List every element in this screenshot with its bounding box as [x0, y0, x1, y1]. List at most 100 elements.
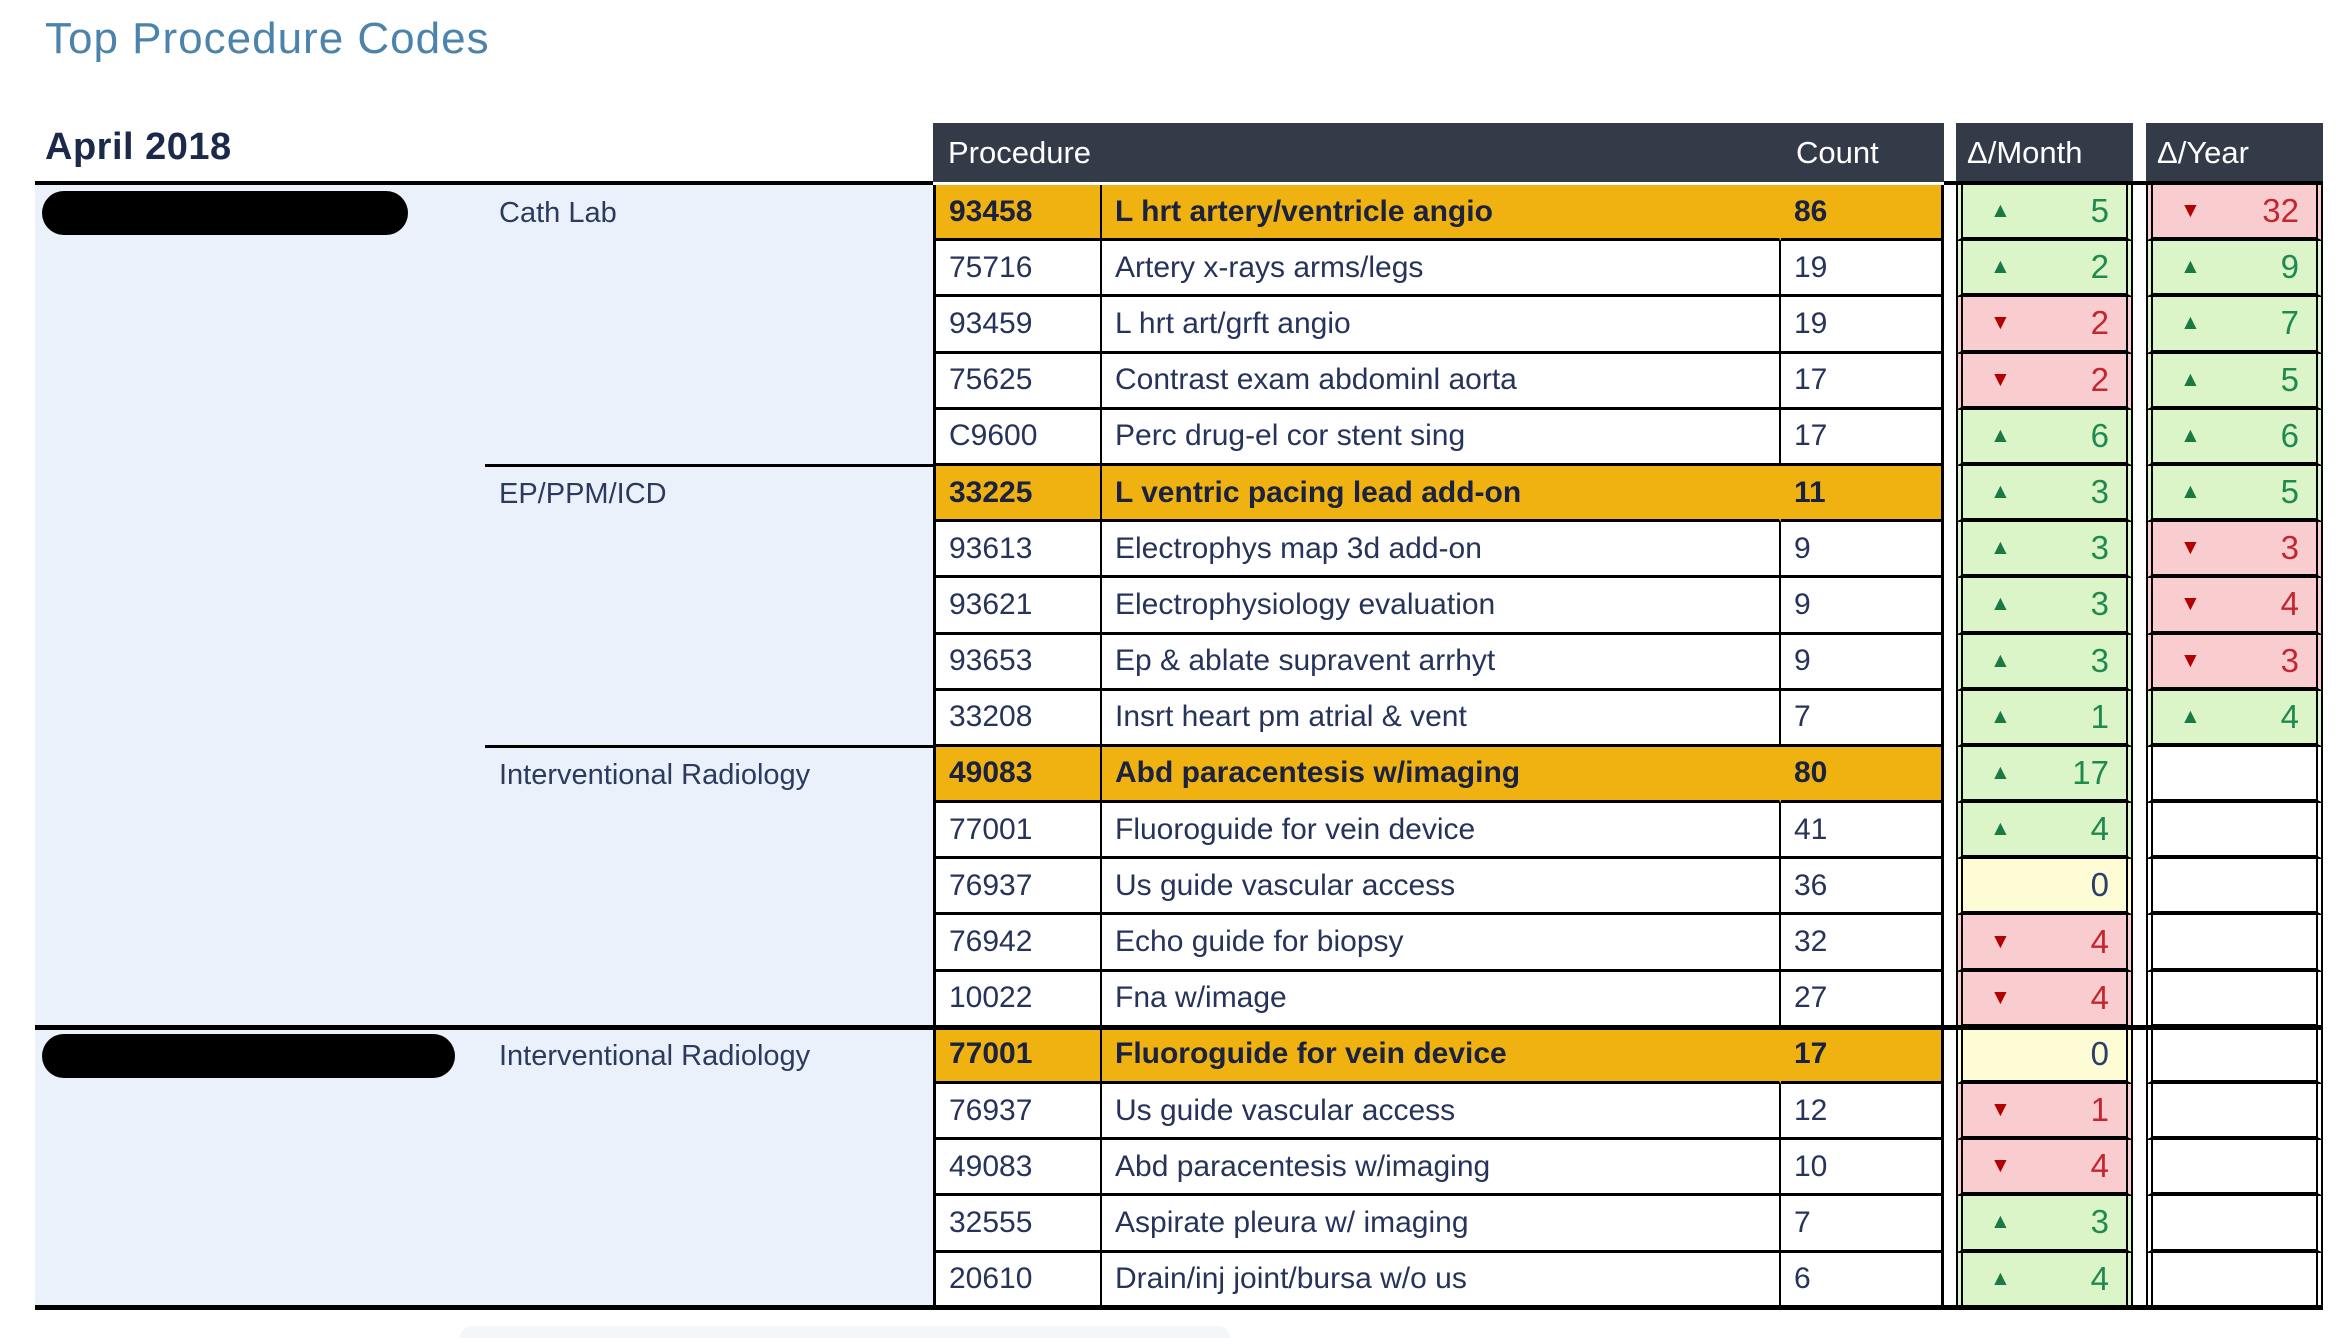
cell-procedure-code[interactable]: 93613: [933, 522, 1102, 579]
cell-count[interactable]: 10: [1781, 1140, 1944, 1197]
cell-count[interactable]: 9: [1781, 522, 1944, 579]
cell-procedure-code[interactable]: 20610: [933, 1252, 1102, 1309]
cell-procedure-description[interactable]: L ventric pacing lead add-on: [1102, 465, 1781, 523]
cell-procedure-description[interactable]: Contrast exam abdominl aorta: [1102, 353, 1781, 410]
cell-procedure-code[interactable]: 49083: [933, 1140, 1102, 1197]
cell-procedure-description[interactable]: Fluoroguide for vein device: [1102, 803, 1781, 860]
delta-year-cell[interactable]: ▼ 32: [2146, 185, 2323, 242]
cell-procedure-description[interactable]: Fluoroguide for vein device: [1102, 1027, 1781, 1084]
cell-count[interactable]: 7: [1781, 690, 1944, 747]
cell-count[interactable]: 6: [1781, 1252, 1944, 1309]
cell-procedure-description[interactable]: Perc drug-el cor stent sing: [1102, 409, 1781, 466]
cell-count[interactable]: 17: [1781, 1027, 1944, 1084]
cell-procedure-description[interactable]: Abd paracentesis w/imaging: [1102, 746, 1781, 804]
cell-procedure-code[interactable]: 77001: [933, 803, 1102, 860]
cell-procedure-description[interactable]: Aspirate pleura w/ imaging: [1102, 1196, 1781, 1253]
delta-year-cell[interactable]: [2146, 746, 2323, 804]
cell-procedure-code[interactable]: 33208: [933, 690, 1102, 747]
cell-procedure-description[interactable]: L hrt art/grft angio: [1102, 297, 1781, 354]
delta-month-cell[interactable]: ▲ 3: [1956, 1196, 2133, 1253]
cell-count[interactable]: 80: [1781, 746, 1944, 804]
delta-month-cell[interactable]: ▲ 17: [1956, 746, 2133, 804]
delta-month-cell[interactable]: ▲ 5: [1956, 185, 2133, 242]
delta-year-cell[interactable]: [2146, 971, 2323, 1028]
cell-procedure-description[interactable]: L hrt artery/ventricle angio: [1102, 185, 1781, 242]
cell-procedure-code[interactable]: 76937: [933, 859, 1102, 916]
cell-procedure-code[interactable]: 76942: [933, 915, 1102, 972]
cell-procedure-code[interactable]: 10022: [933, 971, 1102, 1028]
cell-procedure-code[interactable]: 75625: [933, 353, 1102, 410]
cell-count[interactable]: 17: [1781, 409, 1944, 466]
cell-count[interactable]: 41: [1781, 803, 1944, 860]
delta-month-cell[interactable]: ▲ 3: [1956, 465, 2133, 523]
cell-count[interactable]: 9: [1781, 634, 1944, 691]
cell-procedure-description[interactable]: Abd paracentesis w/imaging: [1102, 1140, 1781, 1197]
delta-year-cell[interactable]: ▲ 5: [2146, 465, 2323, 523]
facility-redaction-bar[interactable]: [42, 1034, 455, 1078]
facility-redaction-bar[interactable]: [42, 191, 408, 235]
category-label[interactable]: Interventional Radiology: [499, 1040, 811, 1072]
cell-procedure-code[interactable]: 76937: [933, 1084, 1102, 1141]
category-label[interactable]: EP/PPM/ICD: [499, 478, 667, 510]
cell-count[interactable]: 27: [1781, 971, 1944, 1028]
cell-count[interactable]: 9: [1781, 578, 1944, 635]
cell-count[interactable]: 32: [1781, 915, 1944, 972]
cell-procedure-description[interactable]: Artery x-rays arms/legs: [1102, 241, 1781, 298]
cell-procedure-description[interactable]: Us guide vascular access: [1102, 1084, 1781, 1141]
delta-month-cell[interactable]: ▲ 6: [1956, 409, 2133, 466]
delta-month-cell[interactable]: ▼ 4: [1956, 971, 2133, 1028]
cell-procedure-description[interactable]: Electrophys map 3d add-on: [1102, 522, 1781, 579]
delta-year-cell[interactable]: [2146, 1084, 2323, 1141]
category-label[interactable]: Interventional Radiology: [499, 759, 811, 791]
cell-procedure-description[interactable]: Echo guide for biopsy: [1102, 915, 1781, 972]
cell-count[interactable]: 12: [1781, 1084, 1944, 1141]
cell-procedure-code[interactable]: 77001: [933, 1027, 1102, 1084]
delta-year-cell[interactable]: [2146, 1196, 2323, 1253]
delta-month-cell[interactable]: ▼ 4: [1956, 1140, 2133, 1197]
delta-year-cell[interactable]: ▲ 4: [2146, 690, 2323, 747]
delta-year-cell[interactable]: ▼ 3: [2146, 634, 2323, 691]
delta-month-cell[interactable]: ▼ 2: [1956, 297, 2133, 354]
cell-count[interactable]: 19: [1781, 241, 1944, 298]
delta-year-cell[interactable]: ▲ 5: [2146, 353, 2323, 410]
delta-month-cell[interactable]: ▲ 4: [1956, 803, 2133, 860]
delta-month-cell[interactable]: 0: [1956, 859, 2133, 916]
delta-month-cell[interactable]: ▲ 3: [1956, 522, 2133, 579]
cell-procedure-description[interactable]: Electrophysiology evaluation: [1102, 578, 1781, 635]
cell-count[interactable]: 19: [1781, 297, 1944, 354]
cell-procedure-code[interactable]: 33225: [933, 465, 1102, 523]
cell-procedure-description[interactable]: Ep & ablate supravent arrhyt: [1102, 634, 1781, 691]
delta-year-cell[interactable]: [2146, 1252, 2323, 1309]
cell-procedure-code[interactable]: 49083: [933, 746, 1102, 804]
delta-month-cell[interactable]: ▲ 3: [1956, 578, 2133, 635]
delta-month-cell[interactable]: ▼ 2: [1956, 353, 2133, 410]
delta-year-cell[interactable]: [2146, 915, 2323, 972]
delta-month-cell[interactable]: ▲ 1: [1956, 690, 2133, 747]
delta-year-cell[interactable]: ▼ 3: [2146, 522, 2323, 579]
delta-year-cell[interactable]: [2146, 859, 2323, 916]
delta-year-cell[interactable]: [2146, 803, 2323, 860]
cell-procedure-code[interactable]: 93458: [933, 185, 1102, 242]
cell-procedure-code[interactable]: 93621: [933, 578, 1102, 635]
cell-count[interactable]: 11: [1781, 465, 1944, 523]
cell-procedure-code[interactable]: 75716: [933, 241, 1102, 298]
cell-count[interactable]: 86: [1781, 185, 1944, 242]
delta-year-cell[interactable]: [2146, 1027, 2323, 1084]
delta-month-cell[interactable]: ▲ 2: [1956, 241, 2133, 298]
cell-count[interactable]: 7: [1781, 1196, 1944, 1253]
cell-procedure-code[interactable]: 32555: [933, 1196, 1102, 1253]
delta-month-cell[interactable]: ▼ 4: [1956, 915, 2133, 972]
delta-year-cell[interactable]: ▲ 9: [2146, 241, 2323, 298]
cell-procedure-description[interactable]: Fna w/image: [1102, 971, 1781, 1028]
cell-procedure-code[interactable]: 93459: [933, 297, 1102, 354]
delta-year-cell[interactable]: [2146, 1140, 2323, 1197]
cell-procedure-description[interactable]: Drain/inj joint/bursa w/o us: [1102, 1252, 1781, 1309]
cell-procedure-description[interactable]: Insrt heart pm atrial & vent: [1102, 690, 1781, 747]
cell-procedure-code[interactable]: C9600: [933, 409, 1102, 466]
delta-month-cell[interactable]: 0: [1956, 1027, 2133, 1084]
cell-procedure-description[interactable]: Us guide vascular access: [1102, 859, 1781, 916]
delta-year-cell[interactable]: ▲ 7: [2146, 297, 2323, 354]
category-label[interactable]: Cath Lab: [499, 197, 617, 229]
delta-month-cell[interactable]: ▼ 1: [1956, 1084, 2133, 1141]
cell-count[interactable]: 36: [1781, 859, 1944, 916]
